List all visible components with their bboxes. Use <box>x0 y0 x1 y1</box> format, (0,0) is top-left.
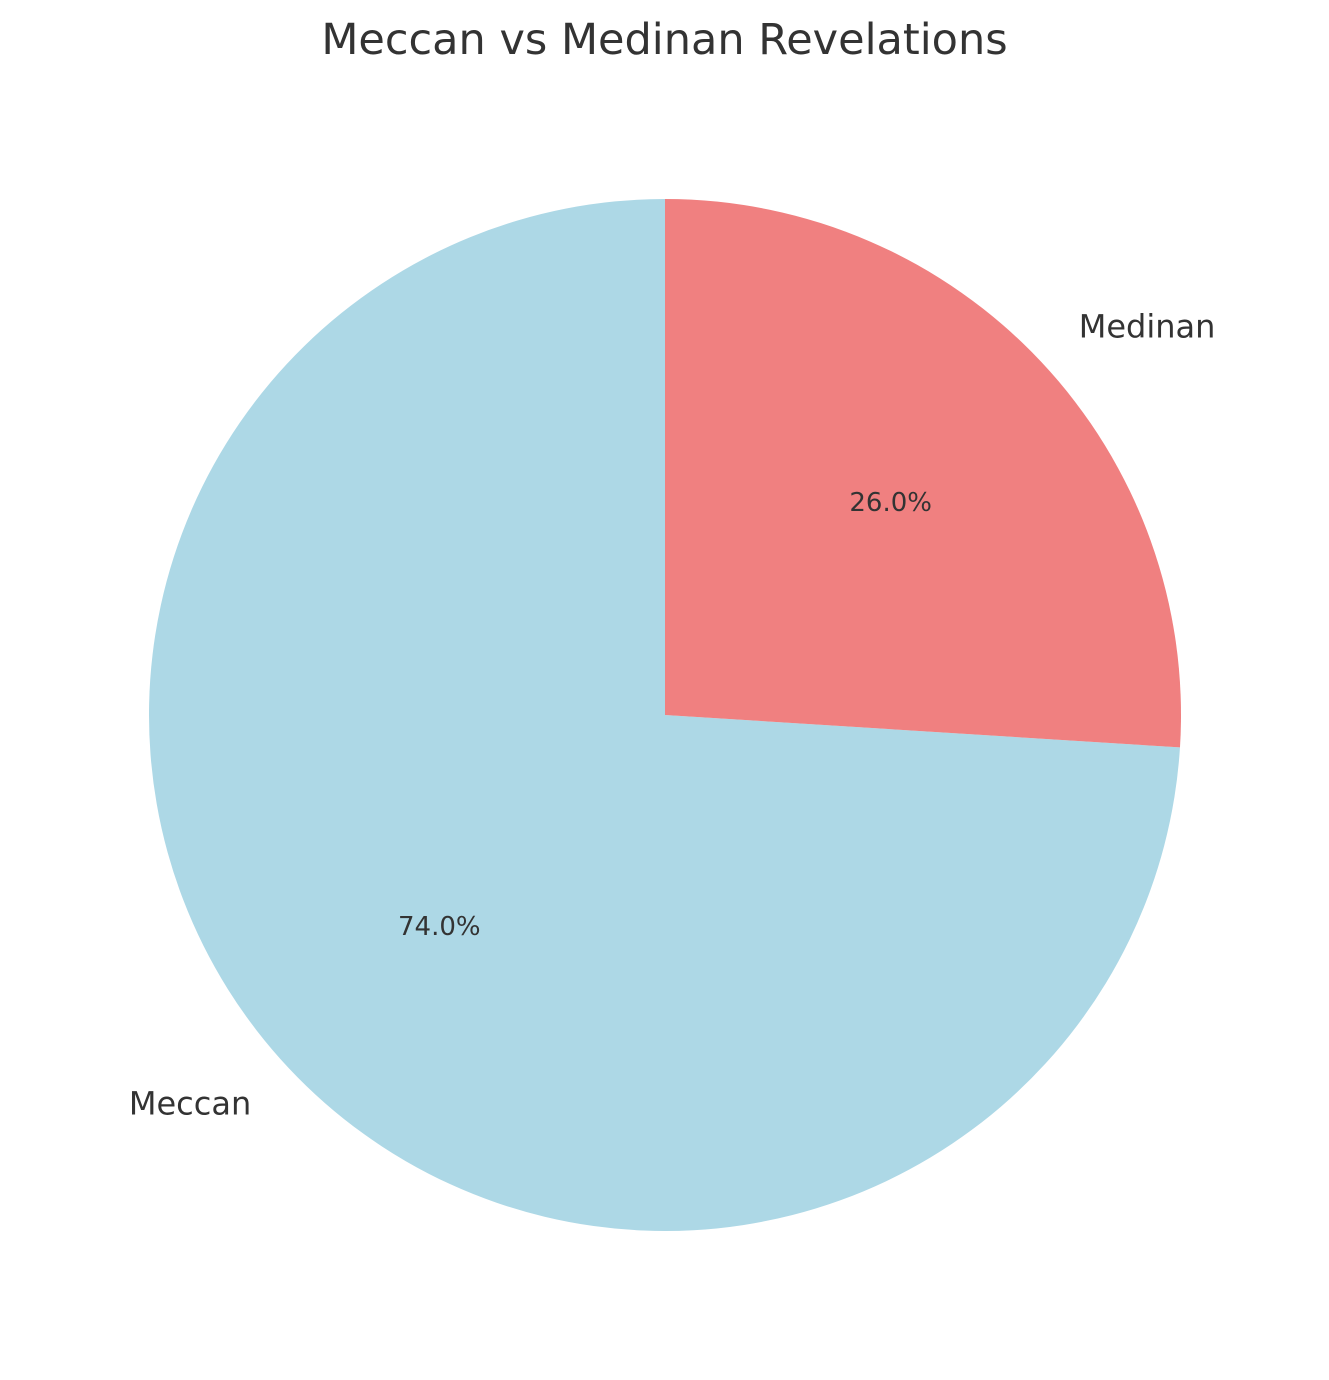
pie-labels: 74.0% Meccan 26.0% Medinan <box>129 307 1216 1122</box>
chart-title: Meccan vs Medinan Revelations <box>321 15 1008 65</box>
slice-label-meccan: Meccan <box>129 1085 251 1123</box>
pie-slice-meccan <box>149 199 1180 1231</box>
pie-slice-medinan <box>665 199 1181 748</box>
pie-slices <box>149 199 1181 1231</box>
pct-label-medinan: 26.0% <box>849 488 932 518</box>
slice-label-medinan: Medinan <box>1079 307 1216 345</box>
pct-label-meccan: 74.0% <box>398 912 481 942</box>
